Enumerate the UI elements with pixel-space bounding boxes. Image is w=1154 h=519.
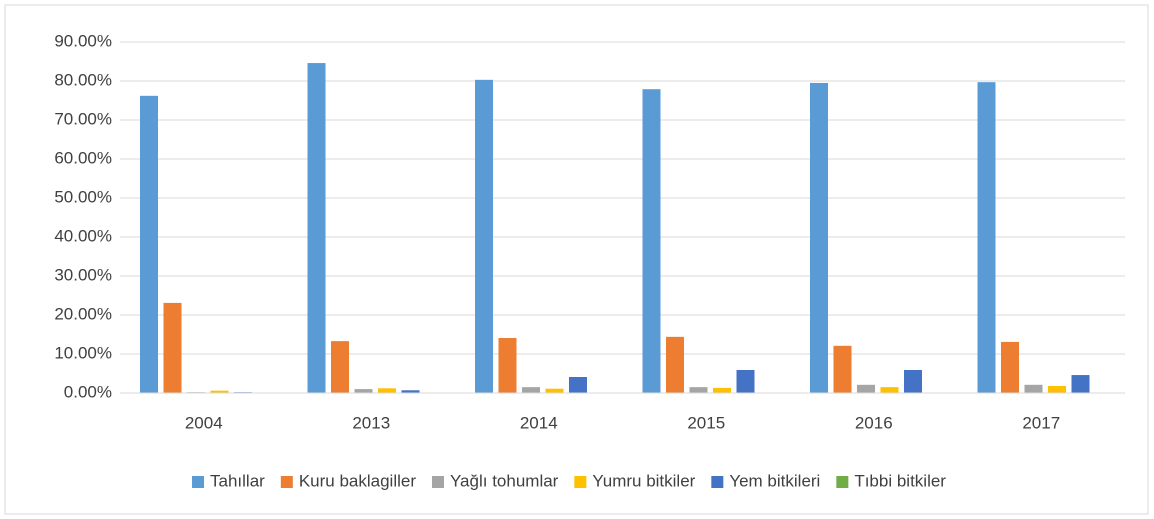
x-tick-label: 2013 [352, 413, 390, 432]
bar [689, 387, 708, 393]
bar [378, 388, 396, 393]
legend-label: Yağlı tohumlar [450, 471, 559, 490]
bar [545, 388, 564, 393]
y-tick-label: 0.00% [64, 382, 112, 401]
bar [401, 390, 420, 393]
bar [498, 338, 517, 393]
x-tick-label: 2015 [687, 413, 725, 432]
bar [210, 390, 229, 393]
y-tick-label: 30.00% [54, 265, 112, 284]
bar [331, 341, 349, 393]
bar [736, 369, 755, 393]
legend-swatch [711, 476, 724, 488]
bar [163, 302, 182, 393]
y-tick-label: 20.00% [54, 304, 112, 323]
y-tick-label: 80.00% [54, 70, 112, 89]
x-tick-label: 2004 [185, 413, 223, 432]
x-tick-label: 2017 [1022, 413, 1060, 432]
x-tick-label: 2014 [520, 413, 558, 432]
legend-label: Tıbbi bitkiler [854, 471, 946, 490]
bar [1071, 375, 1090, 393]
y-tick-label: 40.00% [54, 226, 112, 245]
bar [1001, 341, 1019, 393]
legend-swatch [280, 476, 293, 488]
bar [140, 95, 158, 393]
bar [1024, 384, 1043, 393]
bar [666, 336, 684, 393]
bar [810, 82, 828, 393]
bar [522, 387, 540, 393]
y-tick-label: 10.00% [54, 343, 112, 362]
bar [307, 63, 326, 394]
legend-label: Yem bitkileri [729, 471, 820, 490]
bar [977, 82, 996, 394]
bar [475, 79, 493, 393]
bar [833, 345, 852, 393]
bar [569, 377, 587, 393]
legend-swatch [836, 476, 849, 488]
bar [857, 384, 875, 393]
y-tick-label: 50.00% [54, 187, 112, 206]
bar [642, 89, 661, 393]
legend-label: Kuru baklagiller [299, 471, 417, 490]
y-tick-label: 90.00% [54, 31, 112, 50]
legend-swatch [574, 476, 587, 488]
legend-label: Yumru bitkiler [592, 471, 695, 490]
x-tick-label: 2016 [855, 413, 893, 432]
bar [354, 389, 373, 393]
bar [880, 387, 899, 393]
legend-label: Tahıllar [210, 471, 265, 490]
bar [1048, 385, 1066, 393]
y-tick-label: 60.00% [54, 148, 112, 167]
y-tick-label: 70.00% [54, 109, 112, 128]
legend-swatch [431, 476, 444, 488]
chart-border [4, 4, 1149, 515]
bar [904, 369, 922, 393]
bar [713, 387, 731, 393]
legend-swatch [192, 476, 205, 488]
